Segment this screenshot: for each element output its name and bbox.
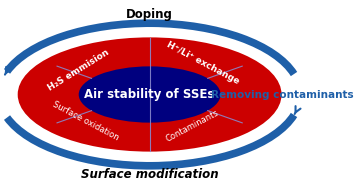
Text: H₂S emmision: H₂S emmision	[47, 48, 111, 93]
Text: H⁺/Li⁺ exchange: H⁺/Li⁺ exchange	[165, 40, 241, 86]
Ellipse shape	[79, 66, 221, 123]
Text: Contaminants: Contaminants	[164, 109, 220, 144]
Text: Removing contaminants: Removing contaminants	[211, 90, 354, 99]
Text: Surface modification: Surface modification	[81, 168, 219, 181]
Text: Surface oxidation: Surface oxidation	[51, 100, 120, 142]
Text: Air stability of SSEs: Air stability of SSEs	[84, 88, 215, 101]
Text: Doping: Doping	[126, 8, 173, 21]
Ellipse shape	[17, 36, 283, 153]
